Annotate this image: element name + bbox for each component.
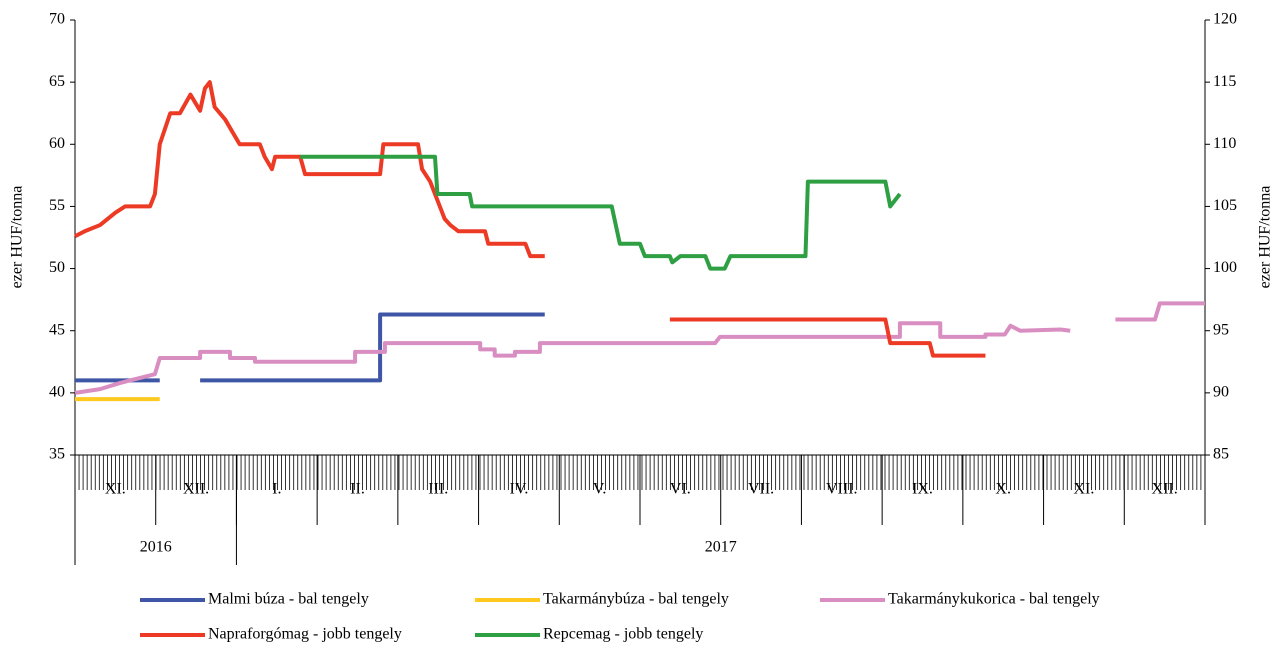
month-label: I. xyxy=(272,481,281,498)
year-label: 2017 xyxy=(705,539,737,556)
month-label: XI. xyxy=(105,481,126,498)
series-line xyxy=(74,80,986,358)
y2-axis-title: ezer HUF/tonna xyxy=(1257,186,1274,289)
month-label: V. xyxy=(593,481,607,498)
y-axis-title: ezer HUF/tonna xyxy=(9,186,26,289)
y2-tick-label: 100 xyxy=(1213,259,1237,276)
legend-label: Takarmánybúza - bal tengely xyxy=(543,591,729,608)
y-tick-label: 55 xyxy=(49,197,65,214)
series-line xyxy=(300,154,902,271)
y2-tick-label: 85 xyxy=(1213,446,1229,463)
series-line xyxy=(74,301,1205,395)
y2-tick-label: 115 xyxy=(1213,73,1236,90)
y-tick-label: 45 xyxy=(49,321,65,338)
y2-tick-label: 95 xyxy=(1213,321,1229,338)
y2-tick-label: 120 xyxy=(1213,11,1237,28)
legend-label: Repcemag - jobb tengely xyxy=(543,626,703,643)
legend-label: Malmi búza - bal tengely xyxy=(208,591,369,608)
month-label: XI. xyxy=(1073,481,1094,498)
legend-label: Takarmánykukorica - bal tengely xyxy=(888,591,1100,608)
month-label: III. xyxy=(428,481,448,498)
series-line xyxy=(75,312,545,383)
y2-tick-label: 90 xyxy=(1213,384,1229,401)
y-tick-label: 35 xyxy=(49,446,65,463)
y-tick-label: 40 xyxy=(49,384,65,401)
y2-tick-label: 110 xyxy=(1213,135,1236,152)
y-tick-label: 70 xyxy=(49,11,65,28)
legend-label: Napraforgómag - jobb tengely xyxy=(208,626,402,643)
month-label: VII. xyxy=(748,481,774,498)
month-label: VI. xyxy=(670,481,691,498)
y-tick-label: 60 xyxy=(49,135,65,152)
y-tick-label: 65 xyxy=(49,73,65,90)
month-label: IV. xyxy=(510,481,529,498)
month-label: X. xyxy=(995,481,1011,498)
year-label: 2016 xyxy=(140,539,172,556)
y-tick-label: 50 xyxy=(49,259,65,276)
y2-tick-label: 105 xyxy=(1213,197,1237,214)
month-label: VIII. xyxy=(826,481,858,498)
month-label: XII. xyxy=(1152,481,1178,498)
month-label: IX. xyxy=(912,481,933,498)
month-label: XII. xyxy=(183,481,209,498)
month-label: II. xyxy=(350,481,365,498)
